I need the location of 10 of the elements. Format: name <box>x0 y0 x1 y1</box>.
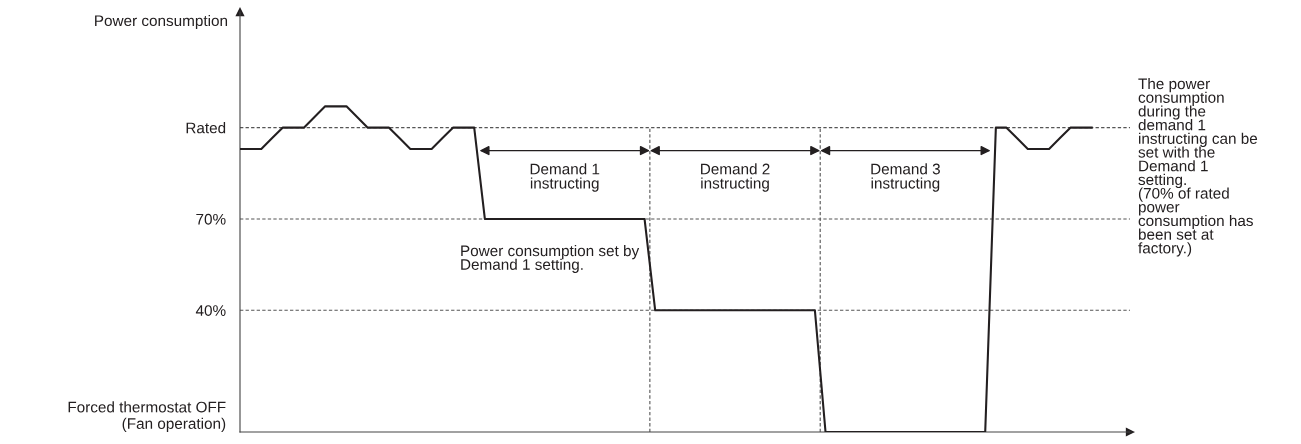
y-tick-label: 70% <box>196 213 226 225</box>
annotation: Demand 2 instructing <box>701 163 770 192</box>
annotation: Demand 1 instructing <box>530 163 600 192</box>
annotation: Demand 3 instructing <box>871 163 940 192</box>
annotation: Power consumption set by Demand 1 setting. <box>461 245 640 273</box>
y-axis-title: Power consumption <box>95 14 228 30</box>
text: The power consumption during the demand 1 instructing can be set with the Demand 1 setting. (70% of rated power consumption has been set at factory.) <box>1138 78 1258 257</box>
y-tick-label: 40% <box>195 305 226 316</box>
y-tick-label: Forced thermostat OFF (Fan operation) <box>68 401 226 432</box>
y-tick-label: Rated <box>186 122 226 134</box>
